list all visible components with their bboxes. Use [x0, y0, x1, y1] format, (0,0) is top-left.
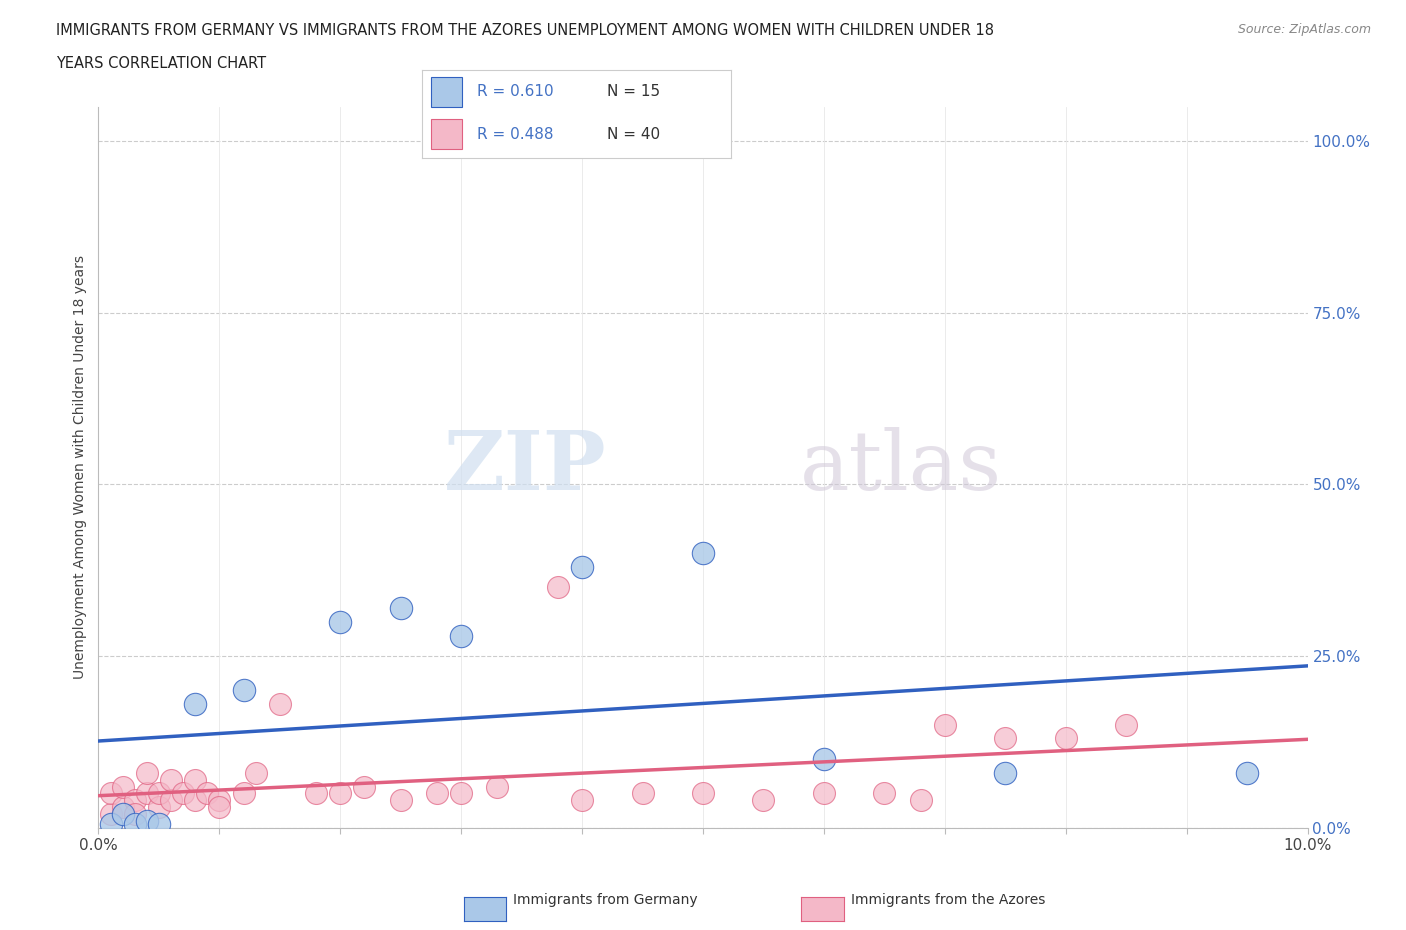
- Point: [111, 806, 134, 821]
- Point: [571, 792, 593, 807]
- Point: [873, 786, 896, 801]
- Point: [389, 601, 412, 616]
- Point: [172, 786, 194, 801]
- Point: [100, 786, 122, 801]
- Point: [232, 683, 254, 698]
- Point: [184, 792, 207, 807]
- Point: [160, 792, 183, 807]
- Point: [547, 580, 569, 595]
- Point: [813, 786, 835, 801]
- Text: R = 0.610: R = 0.610: [478, 85, 554, 100]
- Point: [994, 765, 1017, 780]
- Point: [195, 786, 218, 801]
- Point: [1236, 765, 1258, 780]
- Point: [1115, 717, 1137, 732]
- Point: [692, 546, 714, 561]
- Point: [389, 792, 412, 807]
- Point: [934, 717, 956, 732]
- Point: [124, 817, 146, 831]
- Text: Immigrants from Germany: Immigrants from Germany: [513, 893, 697, 908]
- Point: [269, 697, 291, 711]
- Point: [994, 731, 1017, 746]
- Point: [148, 786, 170, 801]
- Point: [329, 786, 352, 801]
- Point: [450, 628, 472, 643]
- Point: [1054, 731, 1077, 746]
- Point: [111, 800, 134, 815]
- Point: [486, 779, 509, 794]
- Text: atlas: atlas: [800, 427, 1002, 508]
- Text: ZIP: ZIP: [444, 427, 606, 508]
- Text: N = 40: N = 40: [607, 126, 661, 141]
- Point: [184, 772, 207, 787]
- Text: IMMIGRANTS FROM GERMANY VS IMMIGRANTS FROM THE AZORES UNEMPLOYMENT AMONG WOMEN W: IMMIGRANTS FROM GERMANY VS IMMIGRANTS FR…: [56, 23, 994, 38]
- Text: Source: ZipAtlas.com: Source: ZipAtlas.com: [1237, 23, 1371, 36]
- Point: [124, 806, 146, 821]
- Point: [305, 786, 328, 801]
- Point: [571, 560, 593, 575]
- Point: [100, 817, 122, 831]
- Point: [353, 779, 375, 794]
- Point: [160, 772, 183, 787]
- Point: [135, 814, 157, 829]
- Point: [184, 697, 207, 711]
- Point: [450, 786, 472, 801]
- Point: [813, 751, 835, 766]
- Text: N = 15: N = 15: [607, 85, 661, 100]
- Point: [208, 800, 231, 815]
- Point: [631, 786, 654, 801]
- Point: [124, 792, 146, 807]
- Point: [232, 786, 254, 801]
- FancyBboxPatch shape: [432, 77, 463, 107]
- Point: [111, 779, 134, 794]
- Point: [692, 786, 714, 801]
- Text: YEARS CORRELATION CHART: YEARS CORRELATION CHART: [56, 56, 266, 71]
- FancyBboxPatch shape: [432, 119, 463, 150]
- Point: [135, 765, 157, 780]
- Point: [148, 817, 170, 831]
- Y-axis label: Unemployment Among Women with Children Under 18 years: Unemployment Among Women with Children U…: [73, 256, 87, 679]
- Text: Immigrants from the Azores: Immigrants from the Azores: [851, 893, 1045, 908]
- Point: [208, 792, 231, 807]
- Point: [100, 806, 122, 821]
- Point: [329, 615, 352, 630]
- Point: [148, 800, 170, 815]
- Point: [910, 792, 932, 807]
- Point: [245, 765, 267, 780]
- Text: R = 0.488: R = 0.488: [478, 126, 554, 141]
- Point: [752, 792, 775, 807]
- Point: [135, 786, 157, 801]
- Point: [426, 786, 449, 801]
